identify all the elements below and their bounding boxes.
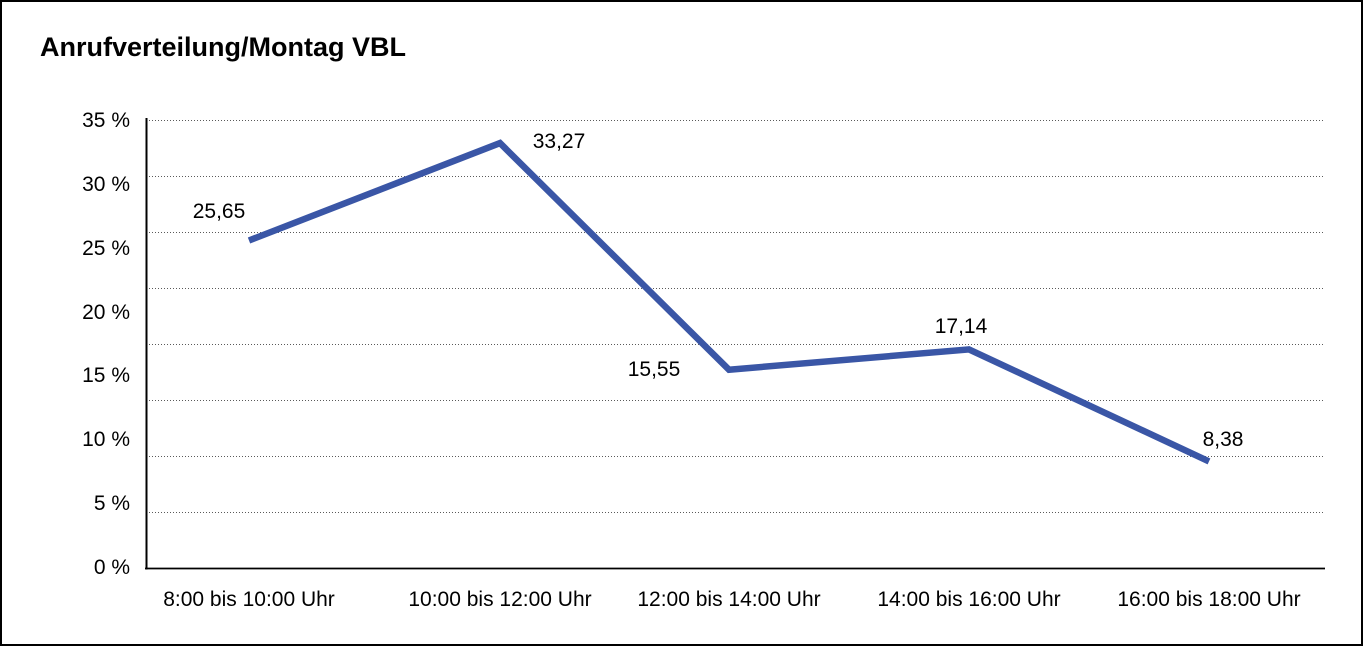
data-series-line xyxy=(247,139,1211,465)
y-axis-tick-label: 0 % xyxy=(93,556,130,579)
x-axis-category-label: 12:00 bis 14:00 Uhr xyxy=(637,588,821,611)
data-point-value-label: 33,27 xyxy=(532,130,586,153)
y-axis-tick-label: 25 % xyxy=(82,236,130,260)
data-point-value-label: 15,55 xyxy=(627,358,681,381)
data-point-value-label: 25,65 xyxy=(192,200,246,223)
x-axis-category-label: 16:00 bis 18:00 Uhr xyxy=(1117,588,1301,611)
y-axis-tick-label: 10 % xyxy=(82,428,130,452)
data-point-value-label: 17,14 xyxy=(934,315,988,338)
y-axis-tick-label: 15 % xyxy=(82,364,130,388)
y-axis-tick-label: 20 % xyxy=(82,300,130,324)
chart-title: Anrufverteilung/Montag VBL xyxy=(40,32,406,62)
gridlines xyxy=(146,120,1325,513)
y-axis-tick-label: 30 % xyxy=(82,172,130,196)
y-axis-tick-label: 35 % xyxy=(82,109,130,132)
data-point-value-label: 8,38 xyxy=(1202,428,1244,451)
x-axis-category-label: 14:00 bis 16:00 Uhr xyxy=(877,588,1061,611)
y-axis-tick-label: 5 % xyxy=(93,492,130,516)
x-axis-category-label: 10:00 bis 12:00 Uhr xyxy=(408,588,592,611)
x-axis-category-label: 8:00 bis 10:00 Uhr xyxy=(163,588,335,611)
